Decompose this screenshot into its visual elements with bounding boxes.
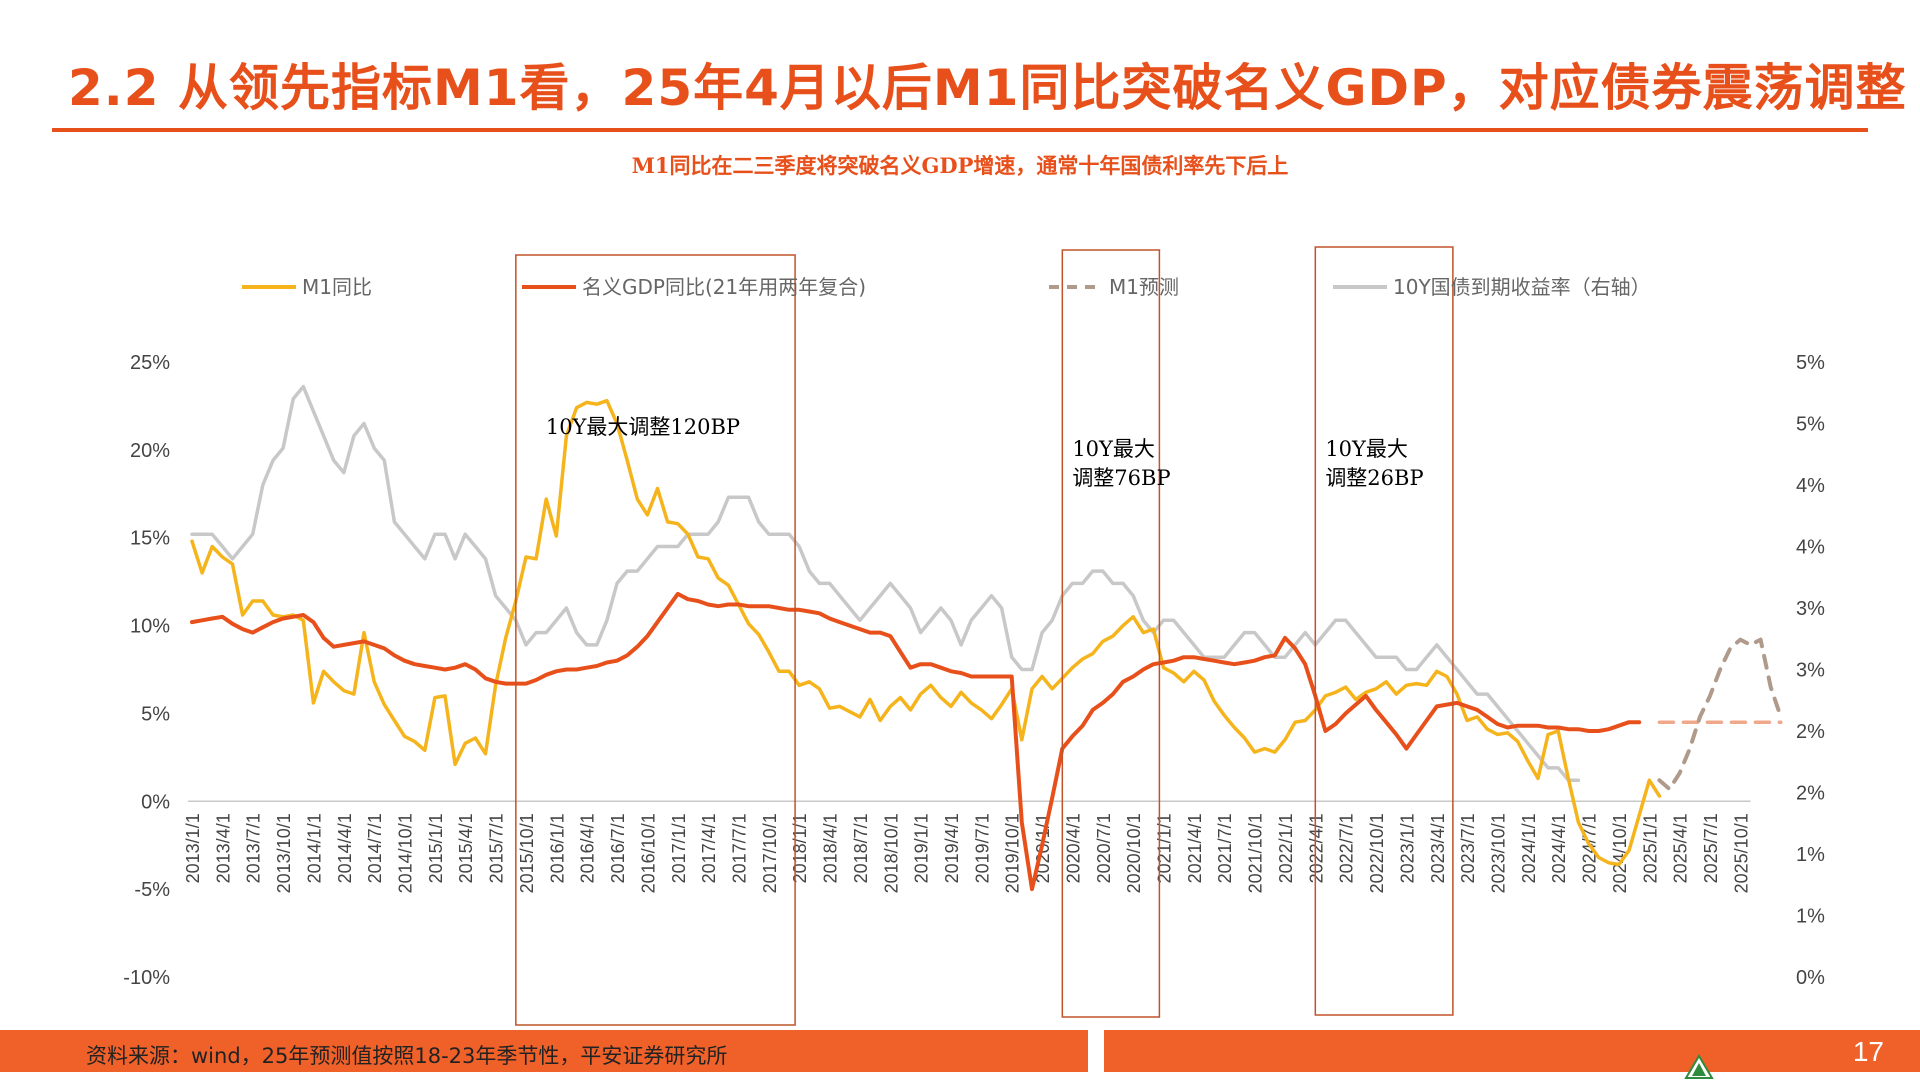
x-tick-label: 2023/10/1 [1488,813,1508,893]
x-tick-label: 2021/4/1 [1185,813,1205,883]
x-tick-label: 2019/4/1 [942,813,962,883]
x-tick-label: 2020/10/1 [1124,813,1144,893]
x-tick-label: 2014/1/1 [304,813,324,883]
x-tick-label: 2025/10/1 [1731,813,1751,893]
page-title: 2.2 从领先指标M1看，25年4月以后M1同比突破名义GDP，对应债券震荡调整 [68,59,1907,117]
x-tick-label: 2014/4/1 [335,813,355,883]
x-tick-label: 2016/4/1 [578,813,598,883]
m1-gdp-bond-chart: 25% 20% 15% 10% 5% 0% -5% -10% 5% 5% 4% 4% 3% 3% 2% 2% 1… [123,246,1825,1026]
footer-bar [0,1030,1920,1072]
x-tick-label: 2016/1/1 [547,813,567,883]
highlight-box [1314,246,1454,1016]
x-tick-label: 2021/7/1 [1215,813,1235,883]
y-right-tick-label: 0% [1796,967,1825,989]
x-tick-label: 2025/1/1 [1640,813,1660,883]
x-tick-label: 2019/1/1 [912,813,932,883]
y-left-tick-label: -5% [134,879,170,901]
y-left-tick-label: 25% [130,352,170,374]
x-tick-label: 2024/1/1 [1519,813,1539,883]
x-tick-label: 2014/7/1 [365,813,385,883]
y-left-tick-label: 20% [130,440,170,462]
x-tick-label: 2019/10/1 [1003,813,1023,893]
legend-label-m1: M1同比 [302,275,372,299]
x-tick-label: 2022/4/1 [1306,813,1326,883]
y-left-tick-label: 0% [141,791,170,813]
x-tick-label: 2016/7/1 [608,813,628,883]
x-tick-label: 2018/4/1 [821,813,841,883]
x-tick-label: 2024/4/1 [1549,813,1569,883]
page-number: 17 [1852,1036,1884,1067]
x-tick-label: 2018/10/1 [881,813,901,893]
highlight-box [1061,249,1161,1018]
x-tick-label: 2013/4/1 [213,813,233,883]
x-tick-label: 2015/10/1 [517,813,537,893]
y-right-tick-label: 1% [1796,906,1825,928]
x-tick-label: 2017/1/1 [669,813,689,883]
x-tick-label: 2022/7/1 [1337,813,1357,883]
source-note: 资料来源：wind，25年预测值按照18-23年季节性，平安证券研究所 [86,1044,728,1068]
series-line-m1 [190,398,1662,867]
x-tick-label: 2017/10/1 [760,813,780,893]
x-tick-label: 2025/4/1 [1671,813,1691,883]
x-tick-label: 2023/1/1 [1397,813,1417,883]
chart-subtitle: M1同比在二三季度将突破名义GDP增速，通常十年国债利率先下后上 [631,153,1289,178]
x-tick-label: 2013/1/1 [183,813,203,883]
series-line-bond-yield [190,384,1581,782]
box-annotation: 调整76BP [1072,466,1170,490]
y-right-tick-label: 5% [1796,414,1825,436]
x-tick-label: 2022/10/1 [1367,813,1387,893]
y-right-tick-label: 5% [1796,352,1825,374]
x-tick-label: 2021/1/1 [1155,813,1175,883]
x-tick-label: 2017/4/1 [699,813,719,883]
box-annotation: 10Y最大 [1325,437,1408,461]
title-divider [52,128,1868,132]
highlight-box [515,254,796,1026]
x-tick-label: 2018/7/1 [851,813,871,883]
x-tick-label: 2023/4/1 [1428,813,1448,883]
x-tick-label: 2025/7/1 [1701,813,1721,883]
y-left-tick-label: -10% [123,967,170,989]
box-annotation: 调整26BP [1325,466,1423,490]
y-left-tick-label: 10% [130,616,170,638]
x-tick-label: 2016/10/1 [638,813,658,893]
legend-label-gdp: 名义GDP同比(21年用两年复合) [582,275,866,299]
x-tick-label: 2023/7/1 [1458,813,1478,883]
x-tick-label: 2024/10/1 [1610,813,1630,893]
x-tick-label: 2019/7/1 [972,813,992,883]
y-right-tick-label: 2% [1796,783,1825,805]
series-line-m1-forecast [1657,637,1783,791]
series-line-nominal-gdp [190,591,1642,892]
x-tick-label: 2013/7/1 [244,813,264,883]
box-annotation: 10Y最大 [1072,437,1155,461]
footer-gap [1088,1030,1104,1072]
box-annotation: 10Y最大调整120BP [546,415,740,439]
y-right-tick-label: 3% [1796,660,1825,682]
x-tick-label: 2013/10/1 [274,813,294,893]
x-tick-label: 2017/7/1 [729,813,749,883]
x-tick-label: 2018/1/1 [790,813,810,883]
y-right-tick-label: 1% [1796,844,1825,866]
x-tick-label: 2015/7/1 [487,813,507,883]
company-logo-icon [1684,1054,1714,1079]
y-left-tick-label: 15% [130,528,170,550]
legend-label-bond: 10Y国债到期收益率（右轴） [1393,275,1651,299]
legend-label-m1_forecast: M1预测 [1109,275,1179,299]
y-right-tick-label: 4% [1796,475,1825,497]
y-right-tick-label: 4% [1796,537,1825,559]
y-right-tick-label: 3% [1796,598,1825,620]
x-tick-label: 2020/4/1 [1063,813,1083,883]
x-tick-label: 2015/4/1 [456,813,476,883]
x-tick-label: 2020/7/1 [1094,813,1114,883]
y-right-tick-label: 2% [1796,721,1825,743]
x-tick-label: 2015/1/1 [426,813,446,883]
x-tick-label: 2024/7/1 [1580,813,1600,883]
x-tick-label: 2014/10/1 [396,813,416,893]
x-tick-label: 2022/1/1 [1276,813,1296,883]
y-left-tick-label: 5% [141,703,170,725]
x-tick-label: 2021/10/1 [1246,813,1266,893]
